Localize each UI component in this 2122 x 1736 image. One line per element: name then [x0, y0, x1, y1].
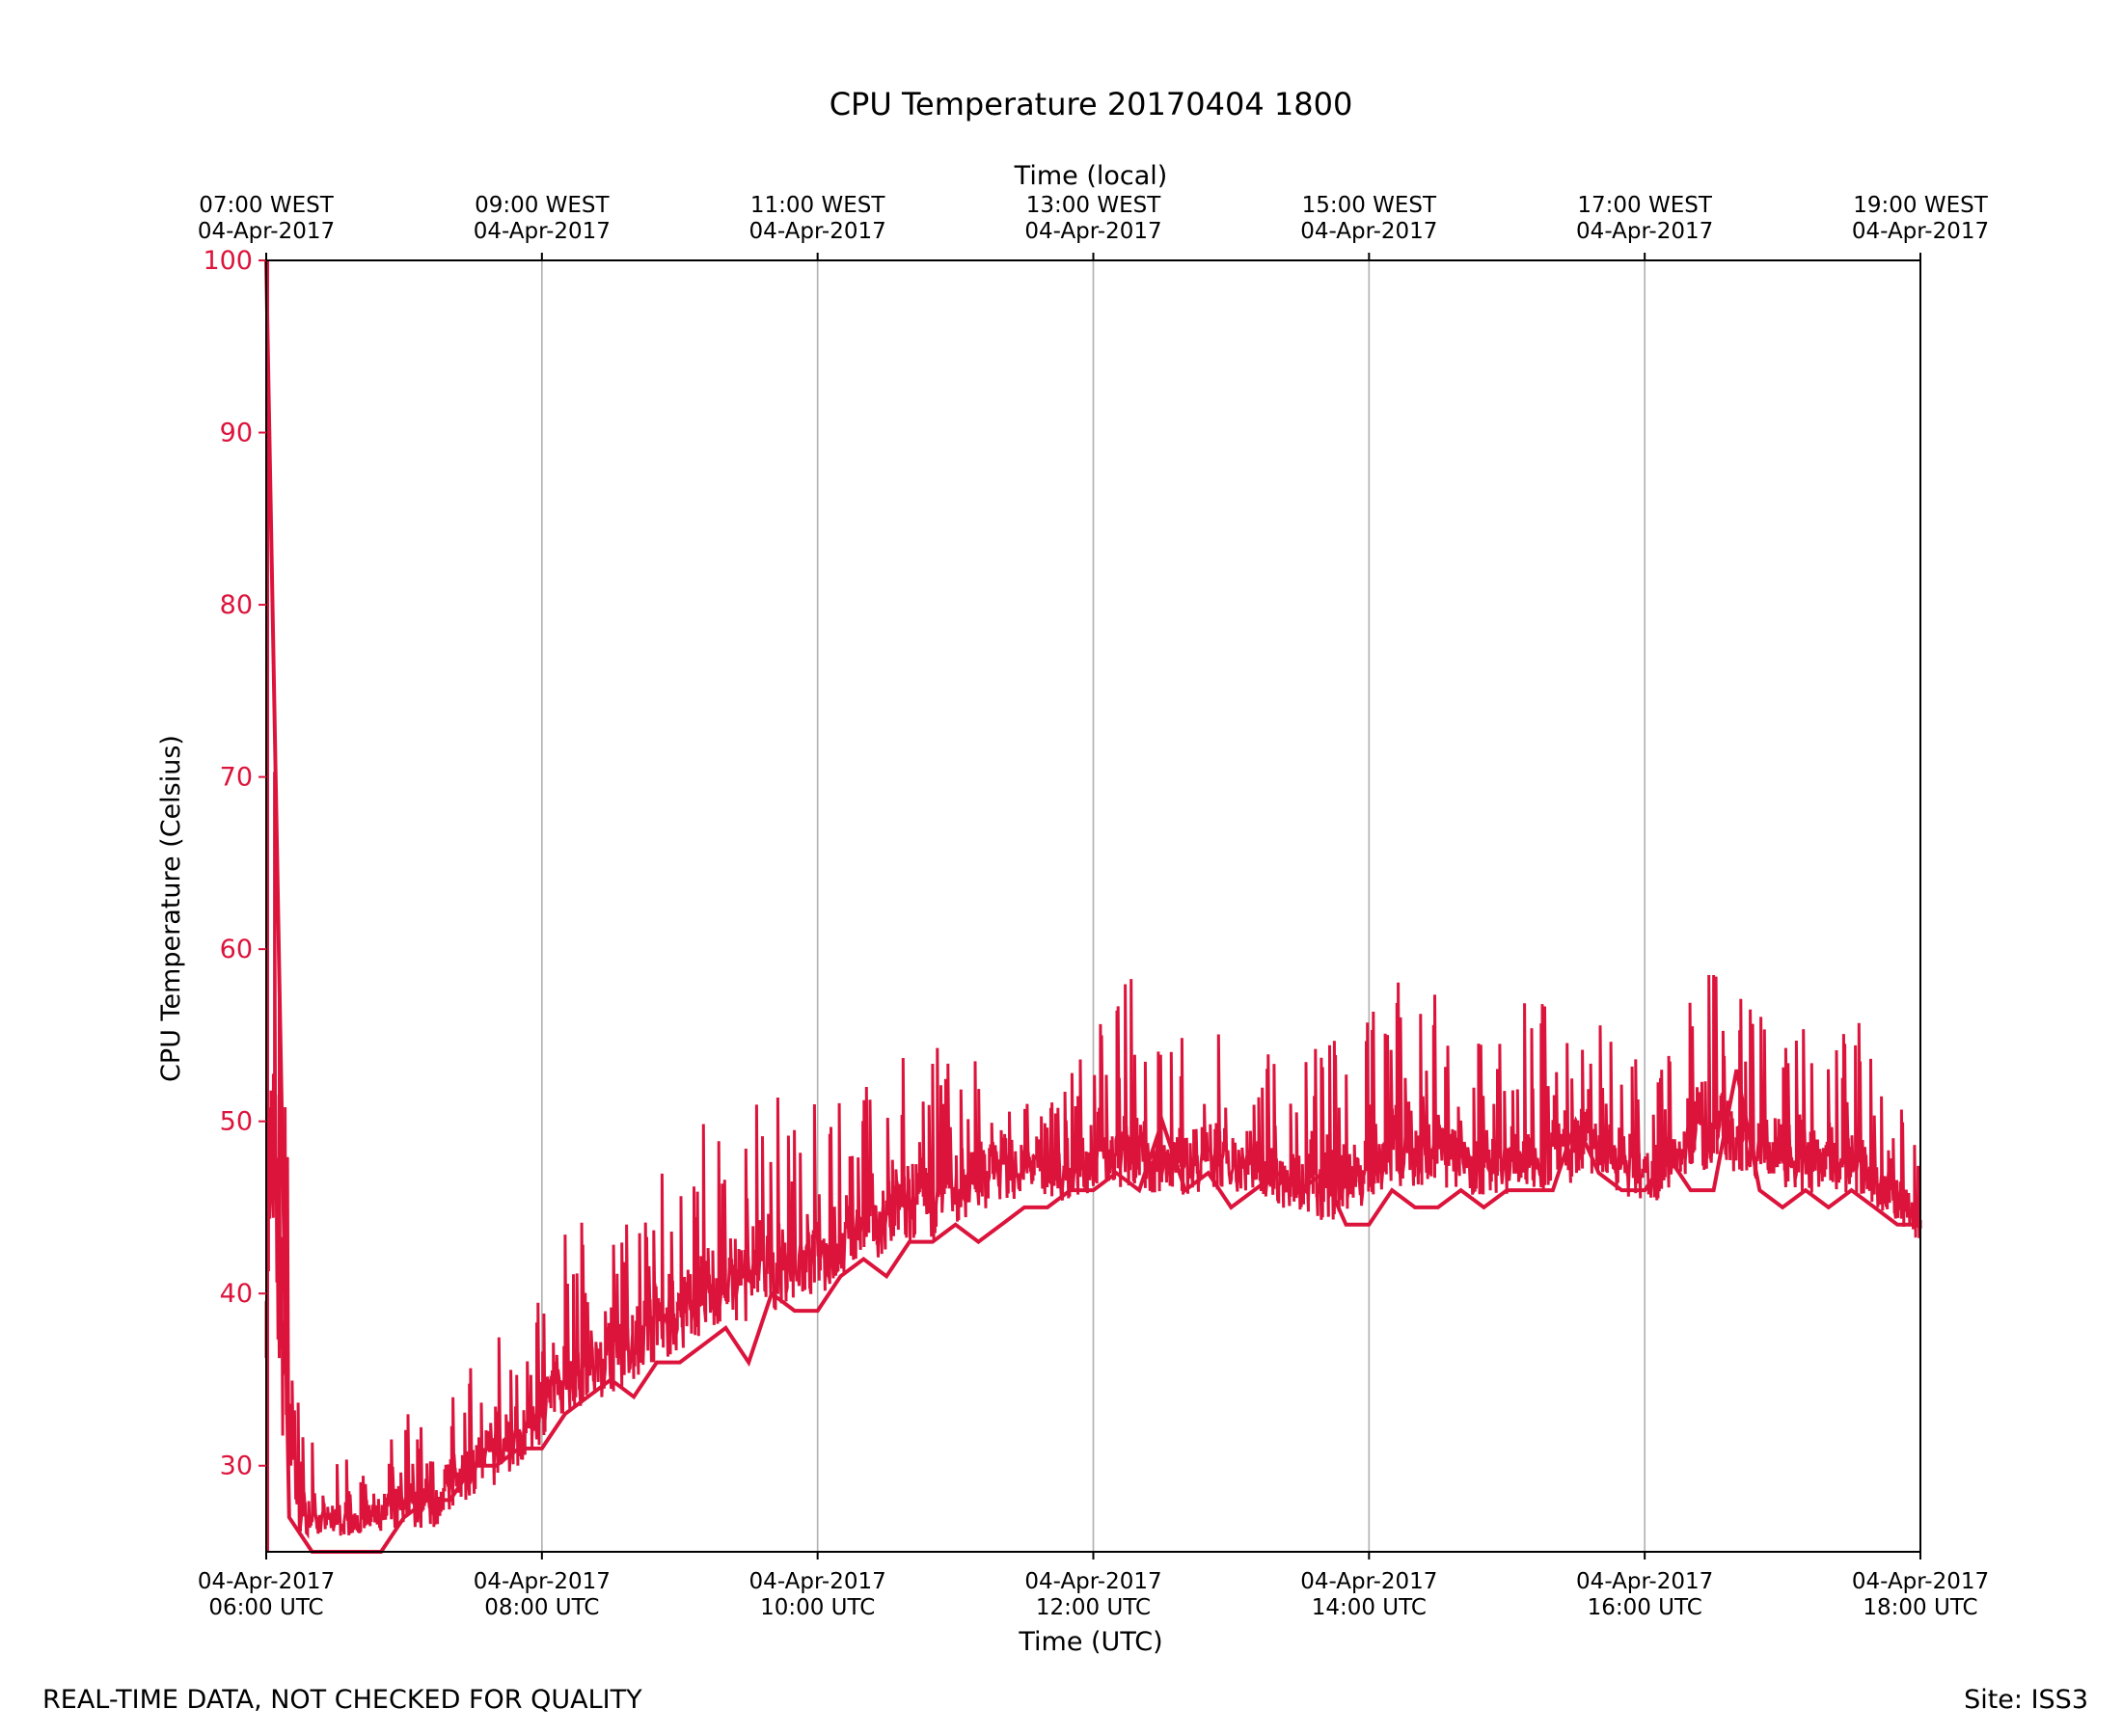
quality-disclaimer: REAL-TIME DATA, NOT CHECKED FOR QUALITY — [42, 1685, 642, 1715]
x-tick-date: 04-Apr-2017 — [198, 1569, 335, 1594]
x-tick-time: 16:00 UTC — [1588, 1595, 1702, 1620]
x-tick-date: 04-Apr-2017 — [1852, 1569, 1989, 1594]
x-tick-time: 12:00 UTC — [1036, 1595, 1151, 1620]
x-tick-date: 04-Apr-2017 — [474, 1569, 611, 1594]
temperature-noise — [264, 772, 1922, 1539]
top-tick-time: 19:00 WEST — [1853, 193, 1988, 218]
top-tick-date: 04-Apr-2017 — [474, 219, 611, 244]
top-tick-date: 04-Apr-2017 — [1300, 219, 1437, 244]
x-tick-date: 04-Apr-2017 — [749, 1569, 886, 1594]
top-tick-time: 07:00 WEST — [199, 193, 334, 218]
y-tick-label: 50 — [220, 1107, 253, 1137]
top-tick-date: 04-Apr-2017 — [1024, 219, 1161, 244]
y-tick-label: 90 — [220, 419, 253, 448]
x-tick-time: 18:00 UTC — [1863, 1595, 1977, 1620]
y-axis-ticks: 30 40 50 60 70 80 90 100 — [203, 246, 266, 1481]
x-tick-time: 08:00 UTC — [484, 1595, 599, 1620]
top-tick-time: 09:00 WEST — [475, 193, 610, 218]
y-tick-label: 60 — [220, 935, 253, 964]
y-tick-label: 100 — [203, 246, 253, 276]
top-tick-date: 04-Apr-2017 — [1576, 219, 1713, 244]
y-tick-label: 80 — [220, 590, 253, 620]
x-tick-date: 04-Apr-2017 — [1300, 1569, 1437, 1594]
x-tick-time: 14:00 UTC — [1312, 1595, 1427, 1620]
top-tick-date: 04-Apr-2017 — [749, 219, 886, 244]
y-tick-label: 30 — [220, 1451, 253, 1481]
x-tick-date: 04-Apr-2017 — [1024, 1569, 1161, 1594]
y-tick-label: 70 — [220, 763, 253, 793]
x-tick-time: 10:00 UTC — [760, 1595, 875, 1620]
top-tick-time: 11:00 WEST — [750, 193, 885, 218]
y-tick-label: 40 — [220, 1279, 253, 1309]
top-tick-time: 15:00 WEST — [1302, 193, 1437, 218]
x-tick-date: 04-Apr-2017 — [1576, 1569, 1713, 1594]
x-tick-time: 06:00 UTC — [208, 1595, 323, 1620]
top-tick-date: 04-Apr-2017 — [198, 219, 335, 244]
temperature-line — [264, 259, 1920, 1554]
top-tick-time: 17:00 WEST — [1577, 193, 1712, 218]
top-tick-date: 04-Apr-2017 — [1852, 219, 1989, 244]
temperature-envelope — [264, 772, 1922, 1539]
site-label: Site: ISS3 — [1964, 1685, 2088, 1715]
top-tick-time: 13:00 WEST — [1026, 193, 1161, 218]
top-axis-label: Time (local) — [1014, 161, 1168, 191]
y-axis-label: CPU Temperature (Celsius) — [156, 735, 186, 1082]
chart-title: CPU Temperature 20170404 1800 — [830, 86, 1353, 122]
grid-lines — [541, 260, 1646, 1552]
x-axis-label: Time (UTC) — [1018, 1627, 1162, 1657]
